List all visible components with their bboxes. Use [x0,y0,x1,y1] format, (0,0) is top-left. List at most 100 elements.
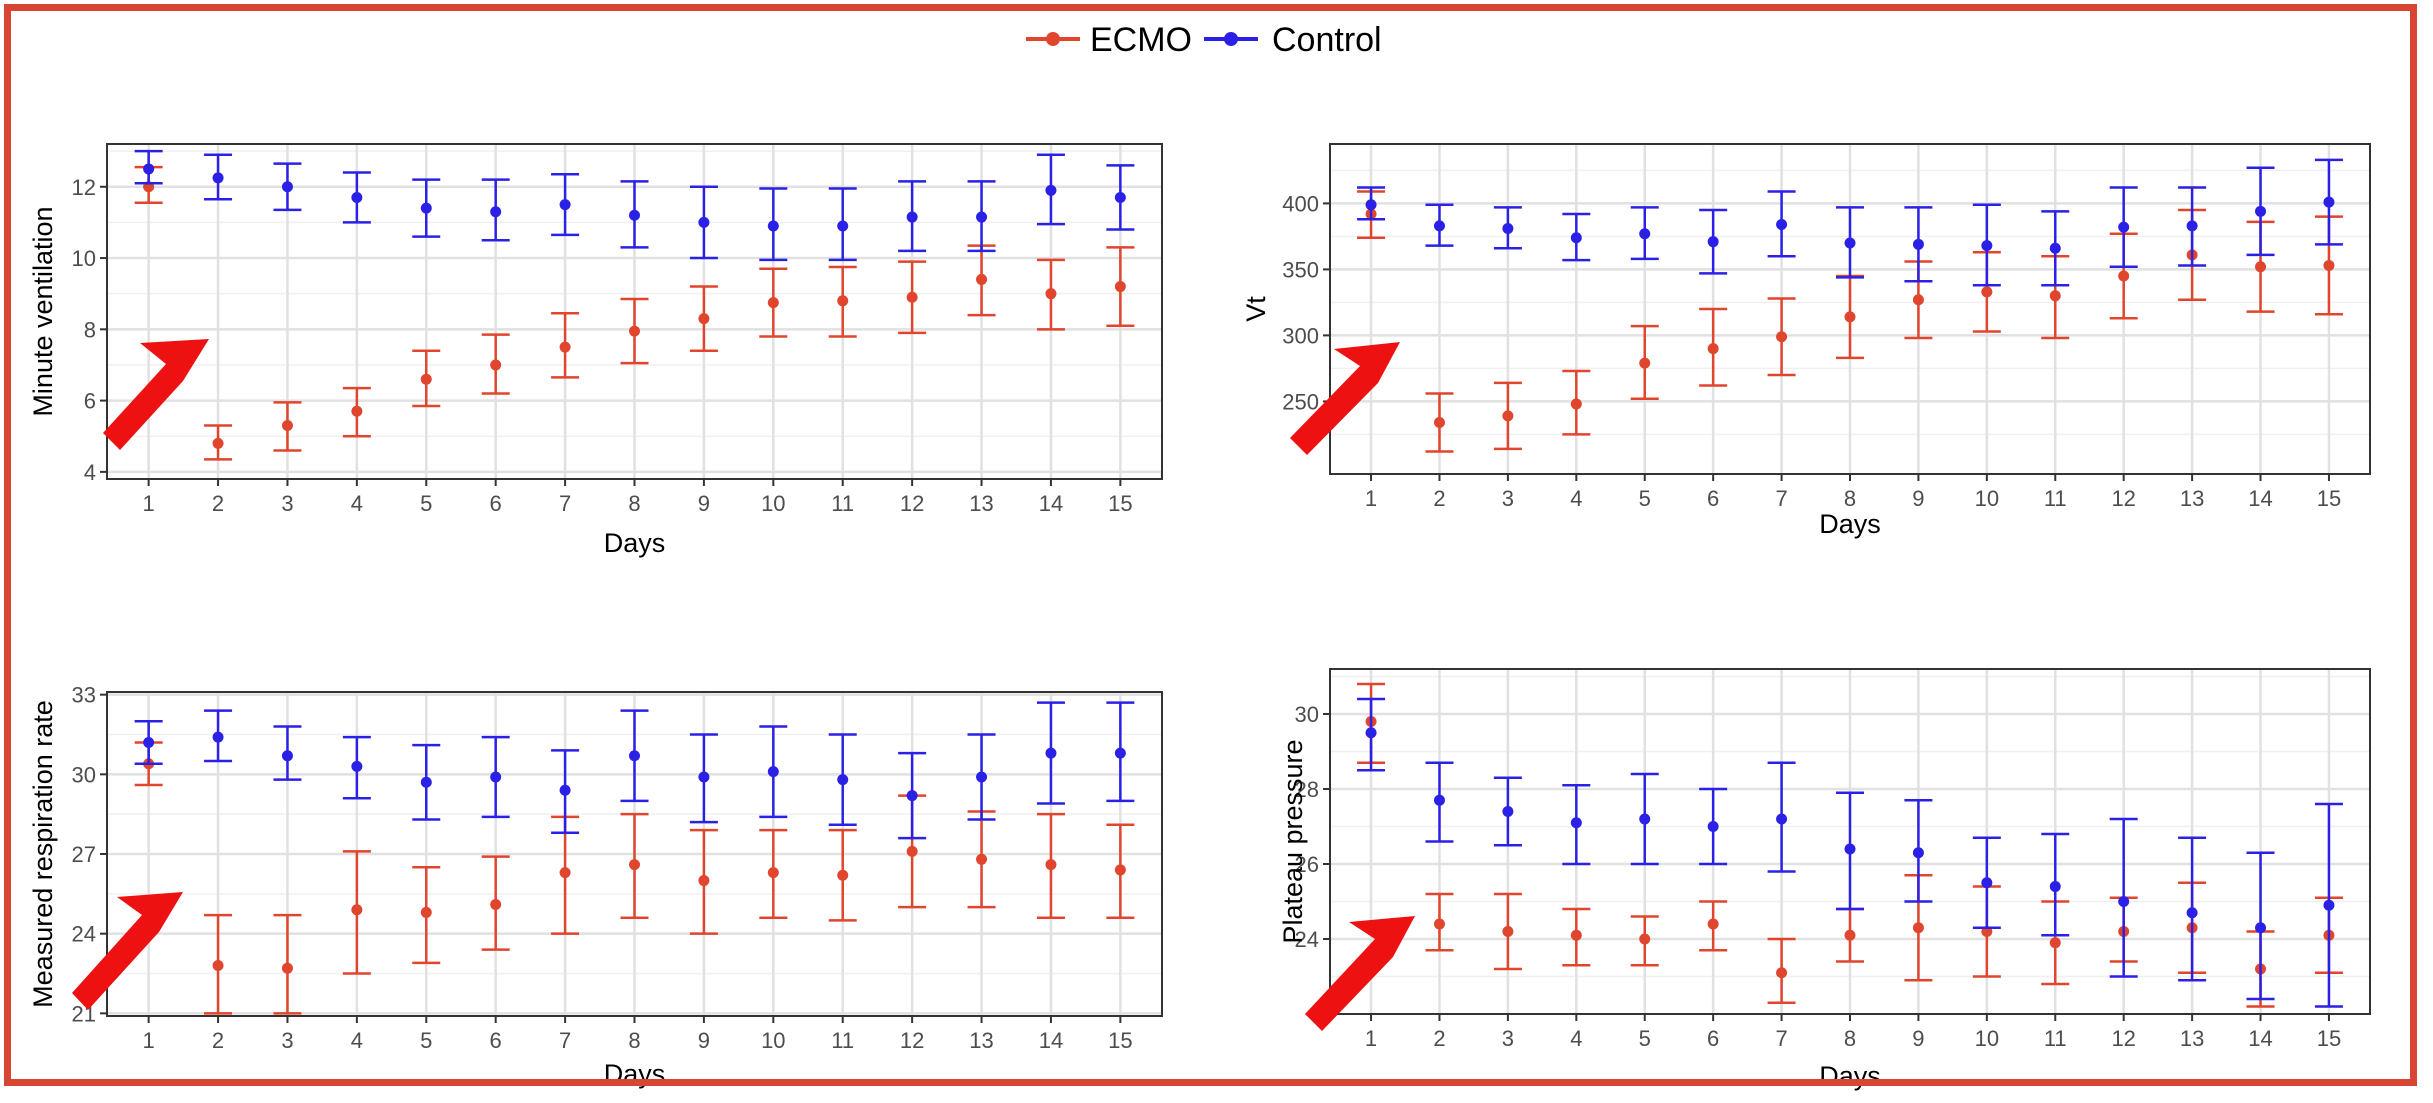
data-point [767,220,779,232]
x-tick-label: 7 [1775,1026,1787,1051]
data-point [212,960,224,972]
x-tick-label: 5 [1639,486,1651,511]
x-tick-label: 1 [1365,486,1377,511]
series-control [1357,158,2343,287]
x-tick-label: 5 [420,491,432,516]
y-tick-label: 33 [72,683,96,708]
data-point [1707,918,1719,930]
data-point [281,420,293,432]
data-point [2118,221,2130,233]
data-point [1570,398,1582,410]
y-tick-label: 30 [1295,702,1319,727]
x-tick-label: 6 [1707,1026,1719,1051]
data-point [1776,813,1788,825]
legend: ECMO Control [1026,21,1382,59]
y-axis: 4 6 8 10 12 [72,175,107,485]
y-tick-label: 400 [1282,191,1319,216]
x-tick-label: 9 [698,1028,710,1053]
x-axis: 1 2 3 4 5 6 7 8 9 10 11 12 13 14 15 [1365,1014,2341,1051]
x-axis-title: Days [1819,509,1881,539]
legend-label-control: Control [1272,21,1382,59]
y-tick-label: 12 [72,175,96,200]
data-point [559,341,571,353]
series-ecmo [134,165,1135,461]
data-point [559,784,571,796]
data-point [976,771,988,783]
y-tick-label: 250 [1282,389,1319,414]
y-tick-label: 10 [72,246,96,271]
data-point [1639,933,1651,945]
data-point [767,867,779,879]
x-tick-label: 6 [490,1028,502,1053]
annotation-arrow [103,339,209,450]
x-tick-label: 8 [1844,1026,1856,1051]
data-point [559,867,571,879]
data-point [281,181,293,193]
x-tick-label: 5 [1639,1026,1651,1051]
data-point [1912,922,1924,934]
y-tick-label: 28 [1295,777,1319,802]
y-tick-label: 27 [72,842,96,867]
data-point [1981,877,1993,889]
data-point [1639,813,1651,825]
data-point [1844,311,1856,323]
data-point [767,766,779,778]
data-point [837,220,849,232]
x-axis-title: Days [604,1059,666,1089]
x-tick-label: 13 [969,491,993,516]
data-point [1502,410,1514,422]
data-point [490,206,502,218]
data-point [1045,859,1057,871]
x-axis-title: Days [1819,1061,1881,1091]
x-tick-label: 15 [1108,1028,1132,1053]
data-point [351,405,363,417]
data-point [143,163,155,175]
data-point [1045,747,1057,759]
data-point [1570,232,1582,244]
data-point [837,869,849,881]
data-point [1502,806,1514,817]
x-tick-label: 3 [281,491,293,516]
legend-item-ecmo: ECMO [1026,21,1192,59]
x-tick-label: 1 [143,491,155,516]
data-point [1776,967,1788,979]
x-axis-title: Days [604,528,666,558]
legend-item-control: Control [1204,21,1382,59]
x-tick-label: 6 [1707,486,1719,511]
x-tick-label: 15 [2317,486,2341,511]
data-point [490,359,502,371]
x-tick-label: 12 [2111,486,2135,511]
data-point [2323,196,2335,208]
x-tick-label: 15 [1108,491,1132,516]
x-tick-label: 4 [1570,1026,1582,1051]
data-point [2323,899,2335,911]
x-tick-label: 1 [1365,1026,1377,1051]
data-point [2118,896,2130,907]
data-point [281,962,293,974]
data-point [490,898,502,910]
data-point [420,906,432,918]
y-tick-label: 24 [1295,927,1319,952]
x-tick-label: 10 [1975,1026,1999,1051]
data-point [976,273,988,285]
data-point [1114,747,1126,759]
data-point [212,731,224,743]
data-point [1844,929,1856,941]
x-tick-label: 8 [628,1028,640,1053]
data-point [1912,238,1924,250]
data-point [1365,727,1377,739]
data-point [1707,236,1719,248]
y-axis-title: Measured respiration rate [28,700,58,1008]
x-tick-label: 7 [1775,486,1787,511]
y-tick-label: 26 [1295,852,1319,877]
x-tick-label: 5 [420,1028,432,1053]
legend-label-ecmo: ECMO [1090,21,1192,59]
y-axis-title: Vt [1241,296,1271,322]
data-point [2255,261,2267,273]
x-tick-label: 11 [2044,1026,2067,1051]
